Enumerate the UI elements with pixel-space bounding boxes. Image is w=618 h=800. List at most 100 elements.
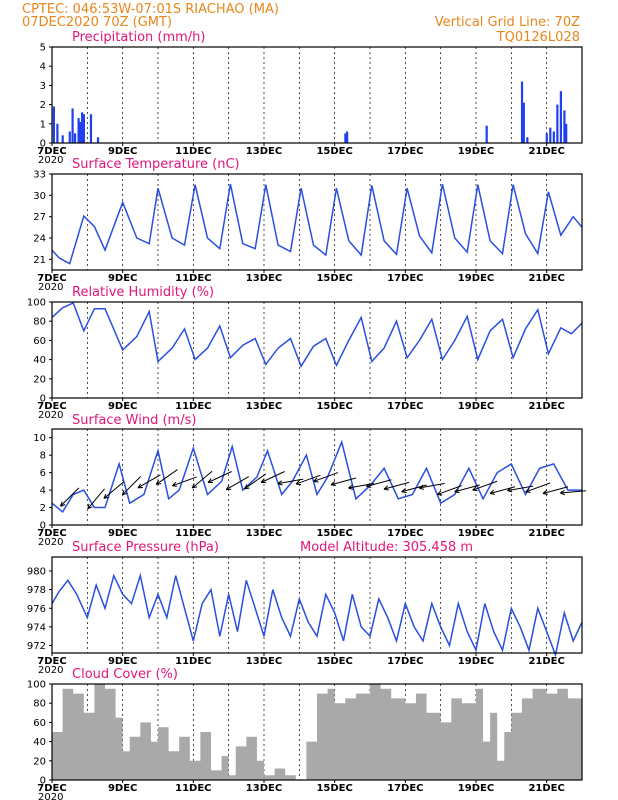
panel-frame xyxy=(51,556,583,654)
precip-bar xyxy=(346,131,349,143)
y-tick-label: 20 xyxy=(33,374,46,385)
y-tick-label: 4 xyxy=(40,62,46,73)
wind-title: Surface Wind (m/s) xyxy=(72,413,196,428)
panel-1: 21 24 27 30 33 7DEC 9DEC 11DEC 13DEC 15DEC 17DEC 19… xyxy=(33,170,583,293)
wind-arrow xyxy=(244,473,267,490)
precip-bar xyxy=(549,127,552,143)
wind-arrow xyxy=(454,484,480,494)
header-grid-line: Vertical Grid Line: 70Z xyxy=(435,15,580,30)
wind-arrow xyxy=(330,477,357,487)
x-tick-label: 15DEC xyxy=(316,656,352,667)
precip-bar xyxy=(56,123,59,143)
y-tick-label: 21 xyxy=(33,255,46,266)
y-tick-label: 0 xyxy=(40,139,46,150)
header-station: CPTEC: 046:53W-07:01S RIACHAO (MA) xyxy=(22,2,279,17)
y-tick-label: 33 xyxy=(33,170,46,181)
year-label: 2020 xyxy=(38,792,63,800)
year-label: 2020 xyxy=(38,410,63,421)
x-tick-label: 7DEC xyxy=(37,528,66,539)
y-tick-label: 980 xyxy=(27,566,46,577)
wind-arrow xyxy=(401,484,427,494)
x-tick-label: 9DEC xyxy=(108,528,137,539)
wind-arrow xyxy=(542,486,569,495)
wind-arrow xyxy=(155,469,178,485)
x-tick-label: 21DEC xyxy=(528,783,564,794)
y-tick-label: 4 xyxy=(40,486,46,497)
wind-arrow xyxy=(436,485,462,496)
precip-bar xyxy=(79,121,82,143)
precip-bar xyxy=(552,131,555,143)
x-tick-label: 11DEC xyxy=(175,528,211,539)
y-tick-label: 27 xyxy=(33,212,46,223)
precip-bar xyxy=(89,114,93,143)
x-tick-label: 7DEC xyxy=(37,656,66,667)
wind-arrow xyxy=(207,471,232,484)
precip-bar xyxy=(556,104,559,143)
y-tick-label: 24 xyxy=(33,234,46,245)
wind-arrow xyxy=(260,471,285,484)
y-tick-label: 0 xyxy=(40,394,46,405)
wind-arrow xyxy=(87,488,105,510)
y-tick-label: 40 xyxy=(33,737,46,748)
y-tick-label: 100 xyxy=(27,680,46,691)
wind-arrow xyxy=(295,474,321,486)
year-label: 2020 xyxy=(38,282,63,293)
x-tick-label: 19DEC xyxy=(458,528,494,539)
x-tick-label: 19DEC xyxy=(458,783,494,794)
x-tick-label: 7DEC xyxy=(37,401,66,412)
x-tick-label: 19DEC xyxy=(458,401,494,412)
y-tick-label: 60 xyxy=(33,718,46,729)
wind-arrow xyxy=(383,481,410,491)
y-tick-label: 974 xyxy=(27,622,46,633)
precip-bar xyxy=(77,118,80,143)
precip-bar xyxy=(526,137,529,143)
panel-4: 972 974 976 978 980 7DEC 9DEC 11DEC 13DEC 15DEC 17… xyxy=(27,556,583,676)
precip-bar xyxy=(565,123,568,143)
wind-arrow xyxy=(365,479,392,488)
precip-bar xyxy=(96,137,100,143)
wind-arrow xyxy=(525,482,551,493)
x-tick-label: 9DEC xyxy=(108,656,137,667)
precip-bar xyxy=(73,133,77,143)
panel-frame xyxy=(51,683,583,781)
precip-bar xyxy=(61,135,64,143)
panel-2: 0 20 40 60 80 100 7DEC 9DEC 11DEC 13DEC 15DEC 17DEC… xyxy=(27,298,583,421)
y-tick-label: 5 xyxy=(40,43,46,54)
altitude-annotation: Model Altitude: 305.458 m xyxy=(300,540,473,555)
x-tick-label: 13DEC xyxy=(246,273,282,284)
pressure-title: Surface Pressure (hPa) xyxy=(72,540,219,555)
precip-bar xyxy=(82,114,85,143)
x-tick-label: 9DEC xyxy=(108,146,137,157)
x-tick-label: 17DEC xyxy=(387,528,423,539)
panel-5: 0 20 40 60 80 100 7DEC 9DEC 11DEC 13DEC 15DEC 17DEC… xyxy=(27,680,583,800)
precip-bar xyxy=(71,108,74,143)
x-tick-label: 19DEC xyxy=(458,656,494,667)
x-tick-label: 19DEC xyxy=(458,273,494,284)
wind-arrow xyxy=(171,476,197,487)
precip-bar xyxy=(563,110,566,143)
x-tick-label: 7DEC xyxy=(37,273,66,284)
panel-frame xyxy=(51,46,583,144)
temp-title: Surface Temperature (nC) xyxy=(72,157,240,172)
x-tick-label: 17DEC xyxy=(387,656,423,667)
y-tick-label: 80 xyxy=(33,699,46,710)
wind-arrow xyxy=(313,472,339,483)
x-tick-label: 11DEC xyxy=(175,401,211,412)
x-tick-label: 21DEC xyxy=(528,401,564,412)
series-line xyxy=(51,301,583,368)
x-tick-label: 15DEC xyxy=(316,273,352,284)
wind-arrow xyxy=(472,480,498,492)
series-line xyxy=(51,183,583,265)
x-tick-label: 13DEC xyxy=(246,528,282,539)
x-tick-label: 13DEC xyxy=(246,401,282,412)
x-tick-label: 9DEC xyxy=(108,273,137,284)
x-tick-label: 17DEC xyxy=(387,146,423,157)
x-tick-label: 21DEC xyxy=(528,273,564,284)
precip-bar xyxy=(559,91,562,143)
x-tick-label: 13DEC xyxy=(246,656,282,667)
header-date: 07DEC2020 70Z (GMT) xyxy=(22,15,172,30)
x-tick-label: 9DEC xyxy=(108,401,137,412)
x-tick-label: 15DEC xyxy=(316,528,352,539)
y-tick-label: 972 xyxy=(27,641,46,652)
